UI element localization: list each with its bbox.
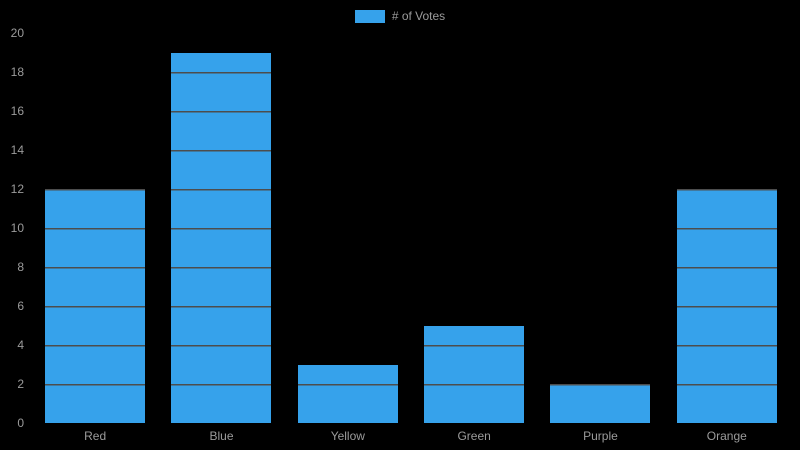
bar-orange <box>676 189 777 423</box>
y-tick-label: 14 <box>10 143 24 157</box>
x-axis: Red Blue Yellow Green Purple Orange <box>32 429 790 443</box>
bar-red <box>45 189 146 423</box>
bar-purple <box>550 384 651 423</box>
bar-yellow <box>297 364 398 423</box>
x-tick-label: Blue <box>209 429 234 443</box>
y-tick-label: 16 <box>10 104 24 118</box>
x-tick-label: Green <box>457 429 491 443</box>
x-tick-label: Purple <box>583 429 618 443</box>
legend: # of Votes <box>0 6 800 26</box>
y-tick-label: 18 <box>10 65 24 79</box>
plot-area <box>32 33 790 423</box>
y-tick-label: 0 <box>17 416 24 430</box>
x-tick-label: Yellow <box>330 429 365 443</box>
y-tick-label: 12 <box>10 182 24 196</box>
y-tick-label: 10 <box>10 221 24 235</box>
legend-label[interactable]: # of Votes <box>391 8 446 23</box>
y-tick-label: 4 <box>17 338 24 352</box>
y-tick-label: 20 <box>10 26 24 40</box>
x-tick-label: Red <box>84 429 107 443</box>
y-tick-label: 8 <box>17 260 24 274</box>
y-tick-label: 6 <box>17 299 24 313</box>
bar-blue <box>171 52 272 423</box>
bar-green <box>424 325 525 423</box>
x-tick-label: Orange <box>706 429 747 443</box>
y-axis: 0 2 4 6 8 10 12 14 16 18 20 <box>0 0 26 450</box>
legend-color-swatch[interactable] <box>354 9 385 23</box>
y-tick-label: 2 <box>17 377 24 391</box>
